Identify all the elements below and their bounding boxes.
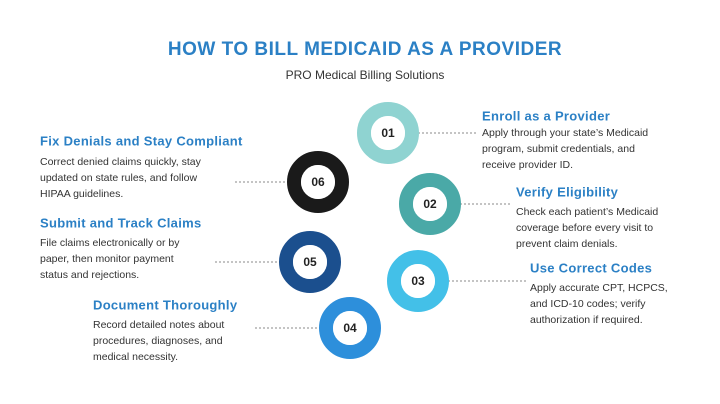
step-center	[371, 116, 405, 150]
step-title: Use Correct Codes	[530, 260, 652, 275]
step-text: medical necessity.	[93, 351, 178, 363]
step-number: 04	[343, 321, 357, 335]
step-text: updated on state rules, and follow	[40, 172, 197, 184]
step-center	[301, 165, 335, 199]
step-text: Apply through your state’s Medicaid	[482, 127, 648, 139]
step-number: 05	[303, 255, 317, 269]
step-center	[401, 264, 435, 298]
step-ring	[319, 297, 381, 359]
step-text: coverage before every visit to	[516, 222, 653, 234]
step-text: prevent claim denials.	[516, 238, 618, 250]
subtitle: PRO Medical Billing Solutions	[286, 68, 445, 82]
step-text: Correct denied claims quickly, stay	[40, 156, 202, 168]
step-title: Fix Denials and Stay Compliant	[40, 133, 243, 148]
step-text: paper, then monitor payment	[40, 253, 174, 265]
step-text: authorization if required.	[530, 314, 643, 326]
step-number: 02	[423, 197, 437, 211]
step-center	[413, 187, 447, 221]
step-center	[293, 245, 327, 279]
step-text: program, submit credentials, and	[482, 143, 635, 155]
step-text: Record detailed notes about	[93, 319, 224, 331]
step-text: File claims electronically or by	[40, 237, 180, 249]
step-text: HIPAA guidelines.	[40, 188, 123, 200]
step-text: status and rejections.	[40, 269, 139, 281]
step-ring	[387, 250, 449, 312]
step-title: Verify Eligibility	[516, 184, 619, 199]
step-title: Document Thoroughly	[93, 297, 238, 312]
step-number: 06	[311, 175, 325, 189]
step-text: Check each patient’s Medicaid	[516, 206, 658, 218]
step-center	[333, 311, 367, 345]
step-title: Enroll as a Provider	[482, 108, 610, 123]
step-number: 01	[381, 126, 395, 140]
step-text: Apply accurate CPT, HCPCS,	[530, 282, 668, 294]
step-ring	[279, 231, 341, 293]
step-ring	[287, 151, 349, 213]
step-text: procedures, diagnoses, and	[93, 335, 223, 347]
step-text: receive provider ID.	[482, 159, 573, 171]
step-text: and ICD-10 codes; verify	[530, 298, 646, 310]
step-number: 03	[411, 274, 425, 288]
title: HOW TO BILL MEDICAID AS A PROVIDER	[168, 39, 562, 60]
step-ring	[357, 102, 419, 164]
step-ring	[399, 173, 461, 235]
step-title: Submit and Track Claims	[40, 215, 202, 230]
